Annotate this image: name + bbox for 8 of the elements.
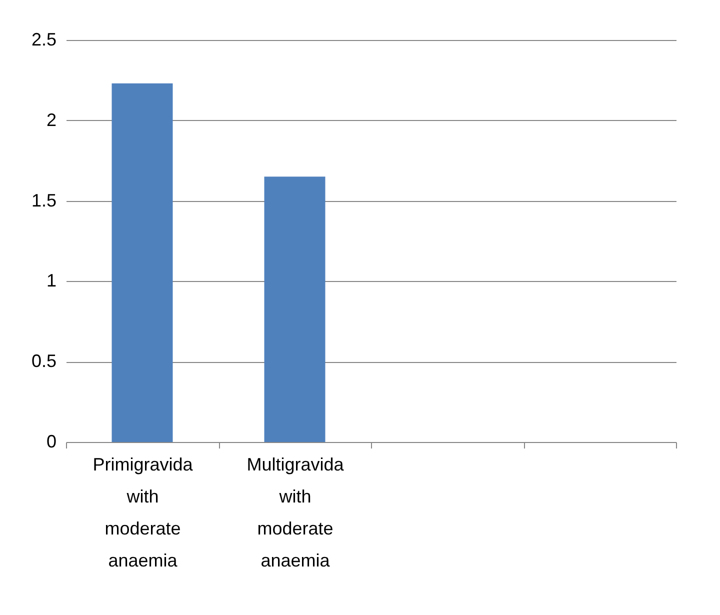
- x-tick-label: Multigravida with moderate anaemia: [246, 454, 345, 570]
- y-tick-label: 1.5: [31, 190, 56, 210]
- y-tick-label: 1: [46, 270, 56, 291]
- x-tick-label: Primigravida with moderate anaemia: [92, 454, 194, 570]
- y-tick-label: 2: [46, 110, 56, 130]
- y-tick-label: 2.5: [31, 30, 56, 50]
- y-tick-label: 0.5: [31, 351, 56, 372]
- y-tick-label: 0: [46, 432, 56, 452]
